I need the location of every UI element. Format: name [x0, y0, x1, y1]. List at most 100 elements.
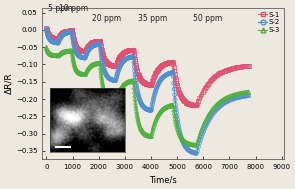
Point	[54, 54, 59, 57]
Point	[44, 27, 49, 30]
Point	[68, 31, 73, 34]
Point	[90, 45, 95, 48]
Point	[176, 87, 180, 90]
Point	[103, 60, 108, 63]
Point	[138, 99, 142, 102]
Point	[59, 32, 64, 35]
Point	[169, 60, 173, 64]
Point	[55, 54, 60, 57]
Point	[78, 55, 83, 58]
Point	[136, 93, 141, 96]
Point	[198, 139, 203, 142]
Point	[108, 99, 113, 102]
Point	[130, 55, 135, 58]
Point	[92, 63, 97, 66]
Point	[187, 149, 192, 153]
Point	[192, 151, 197, 154]
Point	[96, 62, 100, 65]
Point	[112, 64, 117, 67]
Point	[53, 54, 58, 57]
Point	[210, 114, 214, 117]
Point	[153, 90, 158, 93]
Point	[78, 72, 83, 75]
Point	[188, 143, 193, 146]
Point	[47, 38, 52, 41]
Point	[68, 31, 73, 34]
Point	[209, 79, 213, 82]
Point	[60, 32, 64, 35]
Point	[191, 143, 195, 146]
Point	[143, 107, 148, 110]
Point	[192, 143, 197, 146]
Point	[90, 41, 94, 44]
Point	[57, 53, 61, 56]
Point	[68, 29, 73, 32]
Point	[59, 32, 64, 35]
Point	[51, 36, 56, 40]
Point	[156, 83, 160, 86]
Point	[101, 67, 106, 70]
Point	[49, 40, 54, 43]
Point	[232, 93, 236, 96]
Point	[178, 94, 183, 98]
Point	[212, 106, 217, 109]
Point	[145, 134, 149, 137]
Point	[105, 75, 110, 78]
Point	[144, 82, 149, 85]
Point	[178, 94, 183, 97]
Point	[124, 49, 129, 52]
Point	[111, 100, 116, 103]
Point	[66, 29, 71, 32]
Point	[160, 77, 164, 80]
Point	[113, 79, 117, 82]
Point	[69, 49, 73, 52]
Point	[113, 79, 118, 82]
Point	[106, 76, 111, 79]
Point	[47, 37, 52, 40]
Point	[188, 150, 193, 153]
Point	[244, 94, 249, 98]
Point	[83, 56, 88, 59]
Point	[134, 107, 138, 110]
Point	[97, 62, 102, 65]
Point	[101, 65, 106, 68]
Point	[181, 142, 186, 145]
Point	[92, 44, 97, 47]
Point	[70, 33, 75, 36]
Point	[64, 29, 69, 33]
Point	[132, 57, 137, 60]
Point	[109, 99, 114, 102]
Point	[91, 63, 96, 66]
Point	[187, 149, 192, 152]
Point	[150, 81, 154, 84]
Point	[170, 60, 174, 63]
Point	[51, 54, 55, 57]
Point	[185, 148, 190, 151]
Point	[216, 73, 221, 76]
Point	[225, 68, 230, 71]
Point	[86, 44, 91, 47]
Point	[243, 64, 248, 67]
Point	[244, 64, 249, 67]
Point	[187, 103, 192, 106]
Y-axis label: ΔR/R: ΔR/R	[4, 73, 13, 94]
Point	[58, 52, 63, 55]
Point	[221, 70, 226, 73]
Point	[103, 72, 108, 75]
Point	[78, 49, 83, 52]
Point	[63, 50, 67, 53]
Point	[203, 85, 208, 88]
Point	[143, 132, 148, 136]
Point	[137, 124, 142, 127]
Point	[143, 82, 148, 85]
Point	[93, 40, 97, 43]
Point	[86, 49, 91, 52]
Point	[61, 33, 66, 36]
Point	[180, 138, 185, 141]
Point	[89, 64, 94, 67]
Point	[124, 57, 129, 60]
Point	[120, 52, 125, 55]
Point	[81, 56, 85, 59]
Point	[69, 31, 73, 34]
Point	[72, 45, 77, 48]
